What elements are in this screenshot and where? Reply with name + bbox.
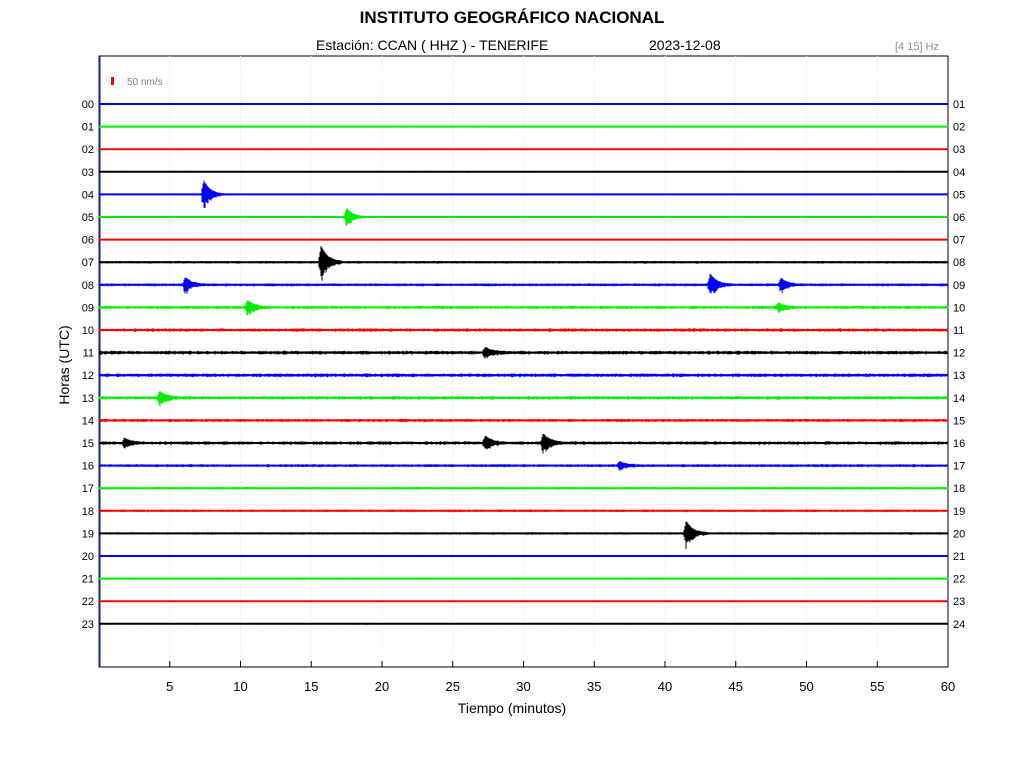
hour-label-right: 07 <box>953 235 965 247</box>
amplitude-scale: 50 nm/s <box>111 77 163 88</box>
hour-label-right: 06 <box>953 212 965 224</box>
hour-label-right: 08 <box>953 257 965 269</box>
hour-label-right: 23 <box>953 596 965 608</box>
hour-label-right: 14 <box>953 393 965 405</box>
hour-label-left: 21 <box>82 574 94 586</box>
hour-label-left: 13 <box>82 393 94 405</box>
hour-labels: 00 01 01 02 02 03 03 04 04 05 05 06 06 07 07 08 08 09 09 10… <box>82 99 966 631</box>
hour-label-right: 12 <box>953 348 965 360</box>
x-tick-label: 30 <box>516 679 530 694</box>
hour-label-left: 14 <box>82 415 94 427</box>
hour-label-left: 12 <box>82 370 94 382</box>
x-tick-label: 40 <box>658 679 672 694</box>
hour-label-left: 16 <box>82 461 94 473</box>
hour-label-left: 15 <box>82 438 94 450</box>
hour-label-right: 13 <box>953 370 965 382</box>
hour-label-right: 10 <box>953 302 965 314</box>
hour-label-left: 03 <box>82 167 94 179</box>
filter-band-label: [4 15] Hz <box>895 41 940 53</box>
hour-label-right: 05 <box>953 189 965 201</box>
hour-label-right: 20 <box>953 528 965 540</box>
x-tick-label: 35 <box>587 679 601 694</box>
scale-bar <box>111 77 114 85</box>
hour-label-left: 08 <box>82 280 94 292</box>
date-label: 2023-12-08 <box>649 37 721 53</box>
seismic-traces <box>98 103 949 625</box>
hour-label-right: 15 <box>953 415 965 427</box>
hour-label-right: 04 <box>953 167 965 179</box>
hour-label-right: 01 <box>953 99 965 111</box>
hour-label-left: 22 <box>82 596 94 608</box>
station-label: Estación: CCAN ( HHZ ) - TENERIFE <box>316 37 549 53</box>
hour-label-right: 19 <box>953 506 965 518</box>
hour-label-right: 02 <box>953 122 965 134</box>
x-tick-label: 5 <box>166 679 173 694</box>
hour-label-right: 21 <box>953 551 965 563</box>
hour-label-left: 07 <box>82 257 94 269</box>
hour-label-left: 18 <box>82 506 94 518</box>
hour-label-right: 17 <box>953 461 965 473</box>
hour-label-left: 02 <box>82 144 94 156</box>
x-tick-label: 50 <box>799 679 813 694</box>
hour-label-left: 17 <box>82 483 94 495</box>
hour-label-right: 24 <box>953 619 965 631</box>
hour-label-right: 03 <box>953 144 965 156</box>
x-tick-label: 10 <box>233 679 247 694</box>
chart-title: INSTITUTO GEOGRÁFICO NACIONAL <box>359 8 665 27</box>
hour-label-right: 16 <box>953 438 965 450</box>
hour-label-right: 09 <box>953 280 965 292</box>
x-tick-label: 45 <box>729 679 743 694</box>
x-tick-label: 60 <box>941 679 955 694</box>
hour-label-left: 19 <box>82 528 94 540</box>
hour-label-left: 05 <box>82 212 94 224</box>
hour-label-left: 00 <box>82 99 94 111</box>
hour-label-left: 20 <box>82 551 94 563</box>
hour-label-right: 11 <box>953 325 964 337</box>
x-tick-labels: 5 10 15 20 25 30 35 40 45 50 55 60 <box>166 661 955 694</box>
hour-label-left: 04 <box>82 189 94 201</box>
x-tick-label: 15 <box>304 679 318 694</box>
hour-label-left: 23 <box>82 619 94 631</box>
hour-label-left: 10 <box>82 325 94 337</box>
hour-label-left: 01 <box>82 122 94 134</box>
x-tick-label: 25 <box>446 679 460 694</box>
x-tick-label: 55 <box>870 679 884 694</box>
scale-label: 50 nm/s <box>127 77 163 88</box>
x-tick-label: 20 <box>375 679 389 694</box>
x-axis-label: Tiempo (minutos) <box>457 700 567 716</box>
hour-label-left: 09 <box>82 302 94 314</box>
hour-label-right: 18 <box>953 483 965 495</box>
hour-label-right: 22 <box>953 574 965 586</box>
hour-label-left: 11 <box>83 348 94 360</box>
hour-label-left: 06 <box>82 235 94 247</box>
